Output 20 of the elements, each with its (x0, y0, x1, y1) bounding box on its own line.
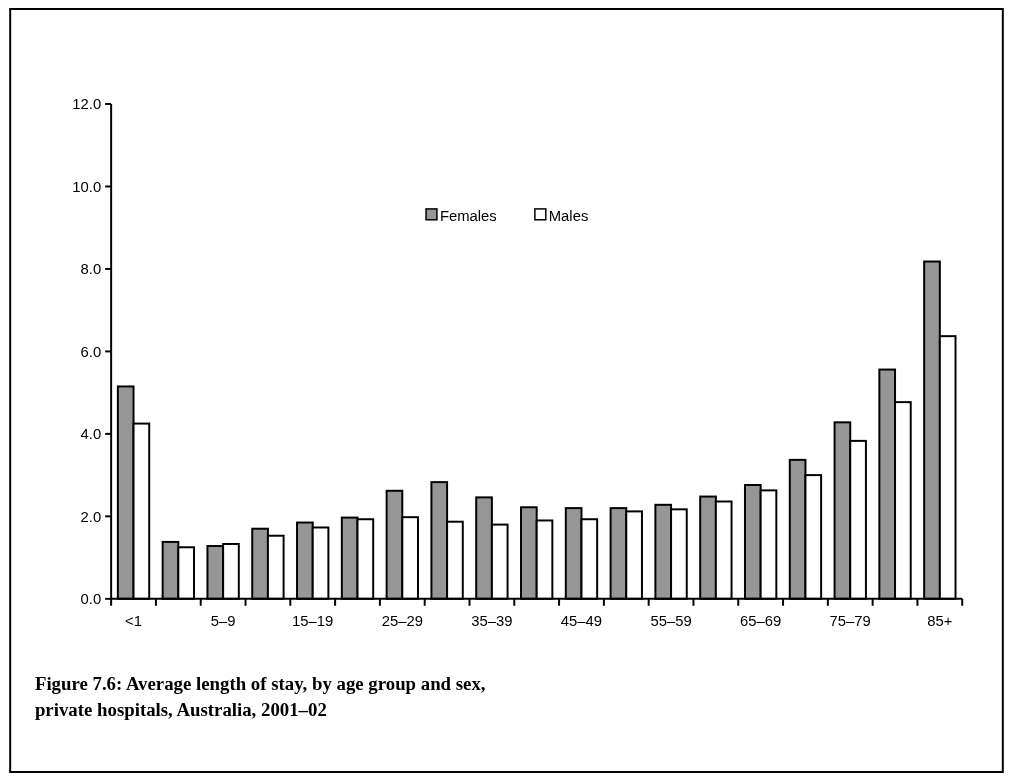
x-tick-label: 25–29 (381, 612, 423, 629)
legend-label: Females (439, 207, 497, 224)
x-tick-label: <1 (125, 612, 142, 629)
y-tick-label: 4.0 (80, 426, 102, 443)
x-tick-label: 15–19 (292, 612, 334, 629)
x-tick-label: 55–59 (650, 612, 692, 629)
text: Figure 7.6: Average length of stay, by age group and sex, private hospitals, Australia, 2001–02 (34, 672, 486, 720)
x-tick-label: 85+ (927, 612, 953, 629)
y-tick-label: 2.0 (80, 508, 102, 525)
x-tick-label: 75–79 (829, 612, 871, 629)
x-tick-label: 5–9 (210, 612, 236, 629)
y-tick-label: 6.0 (80, 343, 102, 360)
y-tick-label: 8.0 (80, 261, 102, 278)
y-tick-label: 0.0 (80, 591, 102, 608)
x-tick-label: 35–39 (471, 612, 513, 629)
x-tick-label: 45–49 (560, 612, 603, 629)
y-tick-label: 12.0 (72, 96, 102, 113)
legend-label: Males (548, 207, 589, 224)
x-tick-label: 65–69 (740, 612, 782, 629)
y-tick-label: 10.0 (72, 178, 102, 195)
